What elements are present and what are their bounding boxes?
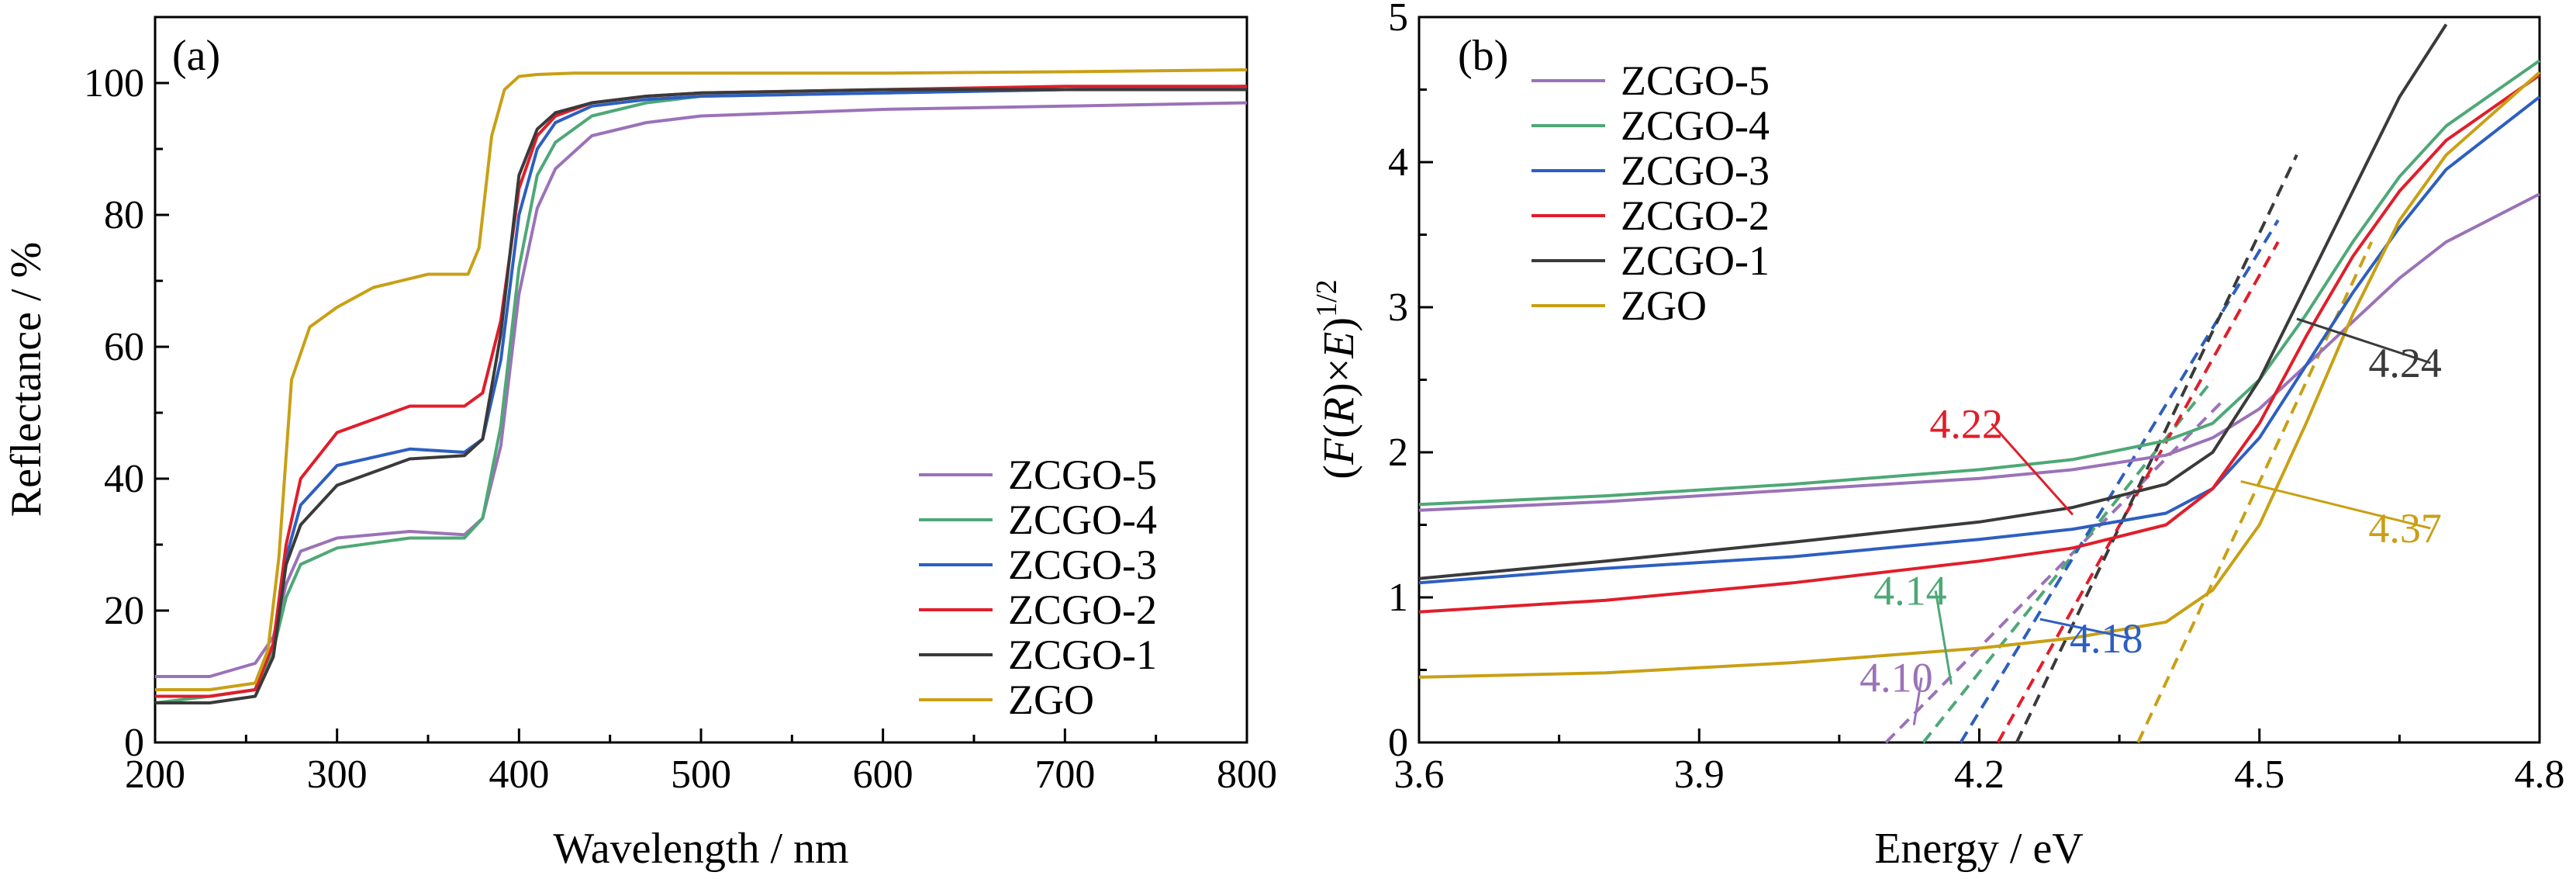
panel-b-legend-label-zgo: ZGO [1621,282,1707,329]
panel-b-legend-label-zcgo-3: ZCGO-3 [1621,147,1770,194]
panel-b-fit-line-zcgo-3 [1959,219,2280,744]
panel-b-annotation-arrow-4-37 [2240,479,2431,530]
panel-a-series-line-zgo [155,68,1248,691]
panel-b-legend-label-zcgo-1: ZCGO-1 [1621,237,1770,284]
panel-a-legend-label-zcgo-3: ZCGO-3 [1008,542,1157,588]
panel-b-y-tick-label-2: 2 [1388,431,1408,475]
panel-b-y-tick-label-1: 1 [1388,576,1408,620]
panel-b-legend-label-zcgo-4: ZCGO-4 [1621,102,1770,149]
panel-b-annotation-arrow-4-10 [1912,677,1923,725]
panel-b-annotation-4-22: 4.22 [1929,400,2003,447]
panel-a-y-tick-label-0: 0 [124,721,144,765]
panel-b-x-tick-label-4-8: 4.8 [2515,753,2565,797]
panel-b-y-tick-label-0: 0 [1388,721,1408,765]
panel-b-x-tick-label-4-2: 4.2 [1954,753,2005,797]
panel-b-series-line-zcgo-5 [1418,192,2540,512]
panel-b-y-ticks: 0 1 2 3 4 5 [1388,0,1433,765]
panel-b-series [1418,23,2541,679]
panel-a-legend-label-zcgo-1: ZCGO-1 [1008,632,1157,678]
panel-a-y-tick-label-60: 60 [104,325,144,369]
panel-b-fit-line-zcgo-1 [2015,154,2298,743]
panel-b-fit-line-zgo [2136,241,2374,743]
panel-b-series-line-zcgo-4 [1418,59,2541,507]
panel-a-y-tick-label-80: 80 [104,193,144,237]
panel-b-y-tick-label-4: 4 [1388,140,1408,185]
panel-b-x-tick-label-3-9: 3.9 [1674,753,1725,797]
panel-b-y-tick-label-5: 5 [1388,0,1408,40]
panel-a-x-tick-label-400: 400 [489,753,549,797]
panel-a-x-tick-label-600: 600 [853,753,913,797]
panel-a-y-tick-label-100: 100 [84,61,144,106]
panel-a-legend-label-zcgo-5: ZCGO-5 [1008,452,1157,498]
panel-a-x-ticks: 200 300 400 500 600 700 800 [125,728,1277,797]
panel-b-annotation-4-37: 4.37 [2368,505,2442,552]
panel-a-label: (a) [172,32,220,80]
panel-b-annotation-4-14: 4.14 [1873,567,1947,614]
panel-b-series-line-zgo [1418,71,2541,679]
panel-b-annotation-4-24: 4.24 [2368,340,2442,386]
panel-b-x-axis-title: Energy / eV [1874,825,2084,873]
panel-a-legend-label-zcgo-2: ZCGO-2 [1008,587,1157,633]
panel-b-annotation-arrow-4-22 [1991,423,2074,516]
panel-a-legend-label-zgo: ZGO [1008,677,1094,723]
panel-b-legend-label-zcgo-5: ZCGO-5 [1621,57,1770,104]
panel-a-y-tick-label-20: 20 [104,589,144,633]
panel-a-x-axis-title: Wavelength / nm [553,825,848,873]
panel-a-legend-label-zcgo-4: ZCGO-4 [1008,497,1157,543]
panel-b-annotation-arrow-4-24 [2296,317,2431,365]
panel-b-y-tick-label-3: 3 [1388,286,1408,330]
panel-b-annotation-4-18: 4.18 [2070,615,2143,662]
panel-b-label: (b) [1458,32,1508,80]
panel-a-x-tick-label-500: 500 [671,753,731,797]
panel-b-series-line-zcgo-2 [1418,74,2541,614]
panel-b-annotation-4-10: 4.10 [1859,655,1933,701]
panel-a-y-tick-label-40: 40 [104,457,144,501]
panel-a-x-tick-label-300: 300 [307,753,368,797]
panel-a-x-tick-label-200: 200 [125,753,185,797]
panel-b-x-ticks: 3.6 3.9 4.2 4.5 4.8 [1394,728,2565,797]
panel-b-x-tick-label-3-6: 3.6 [1394,753,1445,797]
panel-b-annotation-arrow-4-14 [1934,590,1953,685]
panel-b-x-tick-label-4-5: 4.5 [2234,753,2284,797]
panel-b-tauc-chart: (b) Energy / eV (F(R)×E)1/2 3.6 3.9 4.2 4.5… [1310,0,2565,873]
panel-a-series [154,68,1248,704]
panel-b-annotation-arrow-4-18 [2039,618,2132,640]
panel-a-x-tick-label-700: 700 [1034,753,1095,797]
panel-a-series-line-zcgo-1 [155,88,1247,704]
panel-b-series-line-zcgo-1 [1418,23,2448,580]
panel-a-y-axis-title: Reflectance / % [2,242,50,517]
panel-b-annotations: 4.10 4.14 4.18 4.22 4.24 4.37 [1859,317,2442,725]
panel-b-y-axis-title: (F(R)×E)1/2 [1310,279,1363,479]
panel-a-y-ticks: 0 20 40 60 80 100 [84,61,169,765]
panel-a-reflectance-chart: (a) Wavelength / nm Reflectance / % 200 3… [2,16,1277,873]
panel-a-x-tick-label-800: 800 [1217,753,1277,797]
panel-b-legend-label-zcgo-2: ZCGO-2 [1621,192,1770,239]
